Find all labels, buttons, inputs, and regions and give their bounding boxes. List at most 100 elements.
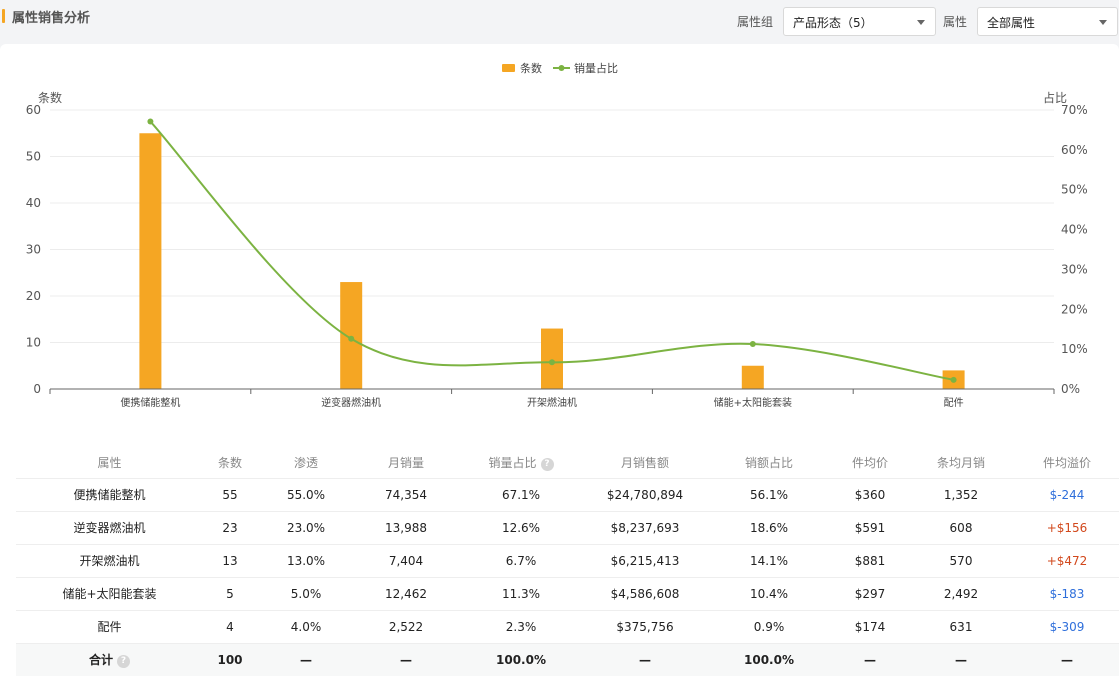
title-accent-bar bbox=[2, 9, 5, 23]
cell-revenue-share: 56.1% bbox=[705, 478, 833, 512]
help-icon[interactable]: ? bbox=[117, 655, 130, 669]
col-header-revenue-share: 销额占比 bbox=[705, 447, 833, 479]
table-row: 逆变器燃油机 23 23.0% 13,988 12.6% $8,237,693 18.6% $… bbox=[16, 511, 1119, 545]
attribute-select[interactable]: 全部属性 bbox=[977, 7, 1118, 36]
share-line bbox=[149, 120, 954, 381]
cell-monthly-revenue: $4,586,608 bbox=[585, 577, 705, 611]
cell-premium: $-244 bbox=[1015, 478, 1119, 512]
cell-sales-share: 12.6% bbox=[457, 511, 585, 545]
total-cell: 100 bbox=[203, 643, 257, 676]
legend-label-share: 销量占比 bbox=[574, 61, 618, 75]
chart-legend: 条数 销量占比 bbox=[502, 61, 618, 75]
attribute-value: 全部属性 bbox=[987, 16, 1036, 30]
legend-line-dot bbox=[558, 65, 565, 71]
x-tick-label: 便携储能整机 bbox=[120, 396, 180, 409]
line-point[interactable] bbox=[950, 376, 957, 383]
total-cell: — bbox=[355, 643, 457, 676]
cell-avg-price: $881 bbox=[833, 544, 907, 578]
cell-attribute: 便携储能整机 bbox=[16, 478, 203, 512]
cell-monthly-sales: 13,988 bbox=[355, 511, 457, 545]
cell-sales-share: 2.3% bbox=[457, 610, 585, 644]
col-header-sales-share: 销量占比? bbox=[457, 447, 585, 479]
cell-monthly-sales: 7,404 bbox=[355, 544, 457, 578]
cell-sales-share: 11.3% bbox=[457, 577, 585, 611]
cell-sales-share: 6.7% bbox=[457, 544, 585, 578]
cell-revenue-share: 14.1% bbox=[705, 544, 833, 578]
col-header-avg-price: 件均价 bbox=[833, 447, 907, 479]
cell-monthly-revenue: $375,756 bbox=[585, 610, 705, 644]
total-cell: — bbox=[585, 643, 705, 676]
line-series bbox=[147, 118, 957, 383]
cell-count: 23 bbox=[203, 511, 257, 545]
legend-label-count: 条数 bbox=[520, 61, 542, 75]
cell-avg-monthly: 570 bbox=[907, 544, 1015, 578]
help-icon[interactable]: ? bbox=[540, 457, 554, 471]
cell-avg-monthly: 1,352 bbox=[907, 478, 1015, 512]
y-tick-label-left: 0 bbox=[33, 382, 41, 396]
y-tick-label-left: 40 bbox=[26, 196, 41, 210]
y-tick-label-left: 10 bbox=[26, 336, 41, 350]
cell-penetration: 4.0% bbox=[257, 610, 355, 644]
col-header-monthly-sales: 月销量 bbox=[355, 447, 457, 479]
y-ticks-left: 0 10 20 30 40 50 60 bbox=[26, 103, 41, 396]
sales-chart: 条数 销量占比 条数 占比 0 10 20 30 40 50 60 0% 10% 20% 30% 4… bbox=[26, 61, 1088, 409]
col-header-sales-share-label: 销量占比 bbox=[488, 455, 537, 470]
col-header-premium: 件均溢价 bbox=[1015, 447, 1119, 479]
line-point[interactable] bbox=[749, 340, 756, 347]
cell-monthly-revenue: $8,237,693 bbox=[585, 511, 705, 545]
total-cell: — bbox=[907, 643, 1015, 676]
y-tick-label-left: 30 bbox=[26, 243, 41, 257]
y-tick-label-right: 30% bbox=[1061, 262, 1088, 276]
attribute-group-select[interactable]: 产品形态（5） bbox=[783, 7, 936, 36]
cell-avg-price: $360 bbox=[833, 478, 907, 512]
cell-avg-monthly: 2,492 bbox=[907, 577, 1015, 611]
y-tick-label-left: 50 bbox=[26, 150, 41, 164]
chart-grid bbox=[50, 109, 1054, 343]
y-tick-label-right: 40% bbox=[1061, 223, 1088, 237]
cell-revenue-share: 0.9% bbox=[705, 610, 833, 644]
chevron-down-icon bbox=[917, 20, 925, 25]
legend-bar-swatch bbox=[502, 64, 515, 72]
x-tick-label: 配件 bbox=[944, 397, 964, 409]
y-axis-title-right: 占比 bbox=[1043, 90, 1067, 105]
bar[interactable] bbox=[541, 328, 563, 389]
cell-avg-monthly: 608 bbox=[907, 511, 1015, 545]
header-bar: 属性销售分析 属性组 产品形态（5） 属性 全部属性 bbox=[0, 0, 1119, 44]
bar[interactable] bbox=[139, 133, 162, 389]
line-point[interactable] bbox=[549, 359, 555, 366]
cell-revenue-share: 10.4% bbox=[705, 577, 833, 611]
total-cell: 100.0% bbox=[457, 643, 585, 676]
table-row: 配件 4 4.0% 2,522 2.3% $375,756 0.9% $174 631 $-309 bbox=[16, 610, 1119, 644]
total-cell: 100.0% bbox=[705, 643, 833, 676]
y-axis-title-left: 条数 bbox=[38, 90, 62, 105]
total-cell: — bbox=[1015, 643, 1119, 676]
attribute-group-label: 属性组 bbox=[737, 15, 774, 29]
page-title: 属性销售分析 bbox=[12, 11, 91, 26]
col-header-attribute: 属性 bbox=[16, 447, 203, 479]
cell-count: 5 bbox=[203, 577, 257, 611]
cell-avg-price: $174 bbox=[833, 610, 907, 644]
total-label-cell: 合计? bbox=[16, 643, 203, 676]
table-total-row: 合计? 100 — — 100.0% — 100.0% — — — bbox=[16, 643, 1119, 676]
y-tick-label-right: 20% bbox=[1061, 302, 1088, 316]
y-tick-label-right: 0% bbox=[1061, 382, 1080, 396]
x-axis: 便携储能整机 逆变器燃油机 开架燃油机 储能+太阳能套装 配件 bbox=[49, 388, 1055, 409]
cell-monthly-revenue: $24,780,894 bbox=[585, 478, 705, 512]
attribute-label: 属性 bbox=[943, 15, 968, 29]
cell-premium: $-309 bbox=[1015, 610, 1119, 644]
bar[interactable] bbox=[340, 282, 363, 389]
table-row: 储能+太阳能套装 5 5.0% 12,462 11.3% $4,586,608 10.4% $… bbox=[16, 577, 1119, 611]
cell-avg-monthly: 631 bbox=[907, 610, 1015, 644]
cell-count: 13 bbox=[203, 544, 257, 578]
line-point[interactable] bbox=[147, 118, 154, 125]
cell-avg-price: $591 bbox=[833, 511, 907, 545]
cell-premium: +$156 bbox=[1015, 511, 1119, 545]
cell-penetration: 13.0% bbox=[257, 544, 355, 578]
x-tick-label: 储能+太阳能套装 bbox=[714, 396, 792, 409]
y-tick-label-right: 50% bbox=[1061, 183, 1088, 197]
y-tick-label-right: 60% bbox=[1061, 143, 1088, 157]
bar[interactable] bbox=[741, 365, 764, 389]
line-point[interactable] bbox=[348, 335, 355, 342]
cell-attribute: 逆变器燃油机 bbox=[16, 511, 203, 545]
col-header-avg-monthly: 条均月销 bbox=[907, 447, 1015, 479]
